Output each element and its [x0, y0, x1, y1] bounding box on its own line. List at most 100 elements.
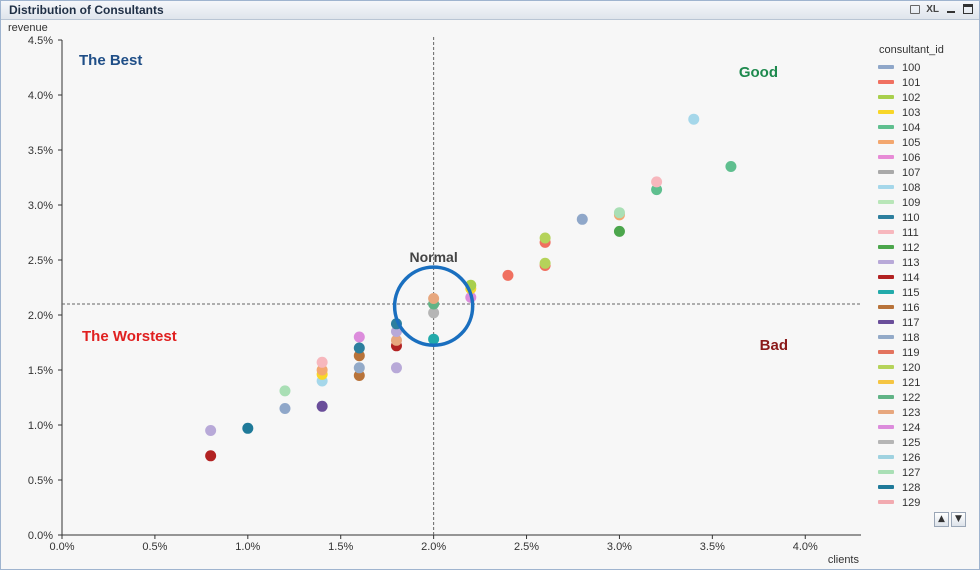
- quadrant-label-the-worstest: The Worstest: [82, 328, 177, 345]
- legend-swatch: [878, 395, 894, 399]
- data-point: [576, 213, 588, 225]
- data-point: [353, 370, 365, 381]
- data-point: [390, 362, 402, 374]
- data-point: [353, 350, 365, 362]
- data-point: [613, 225, 625, 237]
- minimize-icon[interactable]: [945, 3, 957, 15]
- legend-scroll-up-button[interactable]: ▲: [934, 512, 949, 527]
- data-point: [651, 184, 663, 196]
- data-point: [316, 356, 328, 368]
- legend-swatch: [878, 215, 894, 219]
- legend-label: 102: [902, 92, 920, 104]
- y-tick-label: 2.5%: [28, 255, 53, 267]
- data-point: [688, 113, 700, 125]
- maximize-icon[interactable]: [963, 4, 973, 14]
- legend-label: 114: [902, 272, 920, 284]
- legend-label: 119: [902, 347, 920, 359]
- legend-label: 104: [902, 122, 920, 134]
- legend-scroll-down-button[interactable]: ▼: [951, 512, 966, 527]
- legend-swatch: [878, 350, 894, 354]
- legend-swatch: [878, 440, 894, 444]
- data-point: [316, 400, 328, 412]
- legend-swatch: [878, 80, 894, 84]
- scatter-chart: 0.0% 0.5% 1.0% 1.5% 2.0% 2.5% 3.0% 3.5% 4.0% 4.5%…: [8, 22, 944, 566]
- quadrant-label-the-best: The Best: [79, 52, 142, 69]
- y-tick-label: 0.0%: [28, 530, 53, 542]
- normal-range-circle: [392, 265, 475, 347]
- legend-label: 127: [902, 467, 920, 479]
- legend-swatch: [878, 185, 894, 189]
- legend-label: 109: [902, 197, 920, 209]
- legend-swatch: [878, 245, 894, 249]
- legend-label: 120: [902, 362, 920, 374]
- legend-label: 122: [902, 392, 920, 404]
- data-point: [539, 232, 551, 244]
- y-tick-label: 1.0%: [28, 420, 53, 432]
- data-point: [353, 331, 365, 343]
- x-tick-label: 2.0%: [421, 541, 446, 553]
- legend-swatch: [878, 335, 894, 339]
- legend-swatch: [878, 380, 894, 384]
- y-tick-label: 1.5%: [28, 365, 53, 377]
- legend-swatch: [878, 290, 894, 294]
- x-tick-label: 2.5%: [514, 541, 539, 553]
- x-tick-label: 1.5%: [328, 541, 353, 553]
- legend-swatch: [878, 170, 894, 174]
- legend-swatch: [878, 110, 894, 114]
- data-point: [353, 342, 365, 354]
- legend-swatch: [878, 485, 894, 489]
- y-tick-label: 2.0%: [28, 310, 53, 322]
- legend-label: 126: [902, 452, 920, 464]
- legend-swatch: [878, 200, 894, 204]
- legend-swatch: [878, 140, 894, 144]
- x-tick-label: 3.5%: [700, 541, 725, 553]
- legend-label: 103: [902, 107, 920, 119]
- legend-swatch: [878, 455, 894, 459]
- data-point: [316, 364, 328, 376]
- legend-title: consultant_id: [879, 44, 944, 56]
- y-tick-label: 4.0%: [28, 90, 53, 102]
- x-tick-label: 1.0%: [235, 541, 260, 553]
- legend-label: 108: [902, 182, 920, 194]
- y-tick-label: 3.0%: [28, 200, 53, 212]
- y-tick-label: 4.5%: [28, 35, 53, 47]
- x-tick-label: 0.5%: [142, 541, 167, 553]
- data-point: [353, 362, 365, 374]
- legend-label: 115: [902, 287, 920, 299]
- legend-scroll-controls: ▲ ▼: [934, 512, 966, 527]
- data-point: [428, 333, 440, 345]
- data-point: [279, 403, 291, 414]
- legend-swatch: [878, 410, 894, 414]
- legend-label: 101: [902, 77, 920, 89]
- data-point: [613, 207, 625, 219]
- x-axis-title: clients: [828, 554, 860, 566]
- data-point: [390, 326, 402, 337]
- data-point: [205, 450, 217, 462]
- legend-label: 129: [902, 497, 920, 509]
- legend-label: 116: [902, 302, 920, 314]
- data-point: [428, 307, 440, 319]
- legend-label: 111: [902, 227, 919, 239]
- legend-swatch: [878, 65, 894, 69]
- x-tick-label: 4.0%: [793, 541, 818, 553]
- title-bar: Distribution of Consultants XL: [1, 1, 979, 20]
- legend-label: 118: [902, 332, 920, 344]
- data-point: [279, 385, 291, 397]
- legend-swatch: [878, 125, 894, 129]
- legend-swatch: [878, 320, 894, 324]
- data-point: [428, 293, 440, 304]
- legend-swatch: [878, 365, 894, 369]
- legend-label: 105: [902, 137, 920, 149]
- legend-label: 110: [902, 212, 920, 224]
- x-tick-label: 3.0%: [607, 541, 632, 553]
- data-point: [651, 176, 663, 188]
- send-to-excel-button[interactable]: XL: [926, 3, 939, 15]
- quadrant-label-good: Good: [739, 64, 778, 81]
- legend-label: 124: [902, 422, 920, 434]
- legend-swatch: [878, 260, 894, 264]
- legend-label: 117: [902, 317, 920, 329]
- legend-label: 123: [902, 407, 920, 419]
- print-icon[interactable]: [910, 4, 921, 14]
- data-point: [390, 334, 402, 346]
